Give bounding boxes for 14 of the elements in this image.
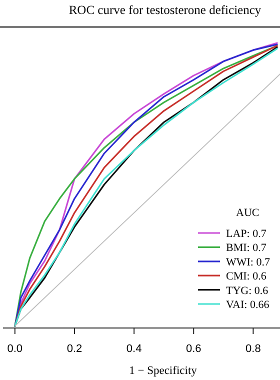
x-tick-label: 0.6 xyxy=(186,343,202,355)
x-tick-label: 0.4 xyxy=(126,343,142,355)
x-tick-label: 0.8 xyxy=(246,343,261,355)
legend-title: AUC xyxy=(236,207,260,219)
legend-label: LAP: 0.7 xyxy=(226,228,267,240)
legend-label: VAI: 0.66 xyxy=(226,299,270,311)
x-tick-label: 0.0 xyxy=(7,343,23,355)
legend-label: TYG: 0.6 xyxy=(226,284,269,297)
legend-label: BMI: 0.7 xyxy=(226,242,267,254)
legend-label: WWI: 0.7 xyxy=(226,256,270,268)
legend-label: CMI: 0.6 xyxy=(226,270,267,283)
x-axis-title: 1 − Specificity xyxy=(129,365,198,377)
x-tick-label: 0.2 xyxy=(66,343,82,355)
chart-title: ROC curve for testosterone deficiency xyxy=(68,3,262,17)
